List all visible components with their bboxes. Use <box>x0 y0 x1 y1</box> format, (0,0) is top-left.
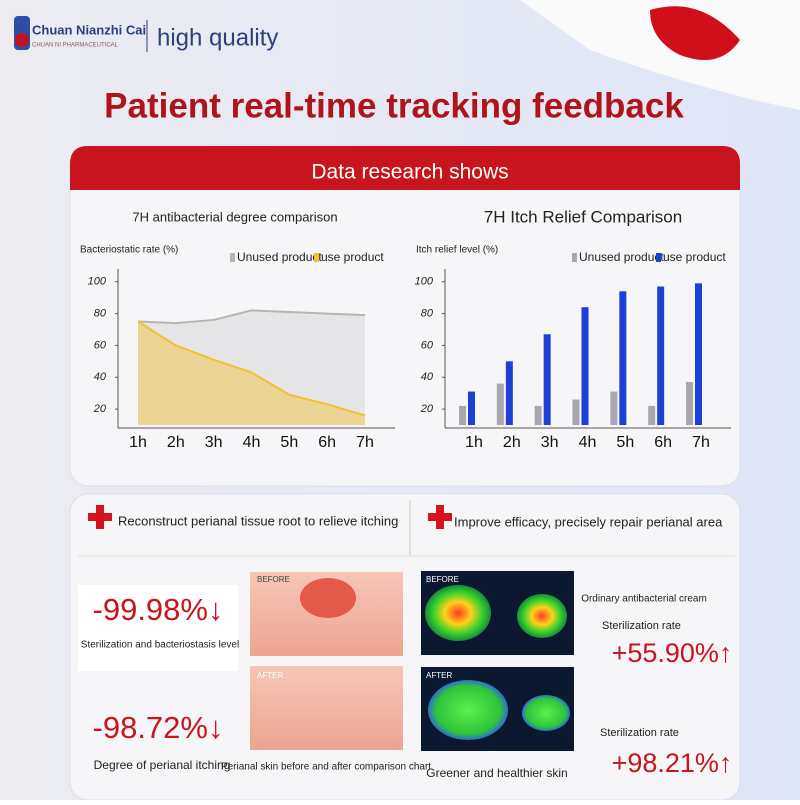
rate-label: Sterilization rate <box>602 620 681 632</box>
rate-value: +98.21%↑ <box>612 748 733 778</box>
section-heading: Reconstruct perianal tissue root to reli… <box>118 513 398 528</box>
bar <box>581 307 589 425</box>
bar <box>572 399 580 425</box>
stat-label: Degree of perianal itching <box>94 758 231 772</box>
legend-entry: use product <box>663 250 726 264</box>
x-tick-label: 6h <box>318 434 336 451</box>
scan-blob <box>425 585 491 641</box>
bar <box>610 391 618 425</box>
x-tick-label: 3h <box>205 434 223 451</box>
stat-value: -99.98%↓ <box>93 592 224 627</box>
note: Ordinary antibacterial cream <box>581 594 707 605</box>
bar <box>543 334 551 425</box>
lesion <box>300 578 356 618</box>
x-tick-label: 5h <box>280 434 298 451</box>
y-tick-label: 20 <box>93 403 107 415</box>
x-tick-label: 1h <box>129 434 147 451</box>
scan-blob <box>428 680 508 740</box>
caption: Perianal skin before and after compariso… <box>221 762 431 773</box>
bar <box>505 361 513 425</box>
rate-value: +55.90%↑ <box>612 638 733 668</box>
legend-entry: Unused product <box>579 250 664 264</box>
x-tick-label: 1h <box>465 434 483 451</box>
scan-blob <box>522 695 570 731</box>
line <box>137 309 366 325</box>
banner <box>70 146 740 190</box>
x-tick-label: 2h <box>503 434 521 451</box>
area <box>138 310 365 425</box>
stat-label: Sterilization and bacteriostasis level <box>81 640 239 651</box>
legend-swatch <box>314 253 319 262</box>
brand-subname: CHUAN NI PHARMACEUTICAL <box>32 43 119 49</box>
x-tick-label: 4h <box>579 434 597 451</box>
x-tick-label: 7h <box>356 434 374 451</box>
image-label: AFTER <box>257 671 283 680</box>
decor-ribbon <box>520 0 800 110</box>
decor-ribbon-red <box>650 6 740 60</box>
x-tick-label: 7h <box>692 434 710 451</box>
axis-label: Itch relief level (%) <box>416 245 498 256</box>
tagline: high quality <box>157 24 278 51</box>
bar <box>686 382 693 425</box>
legend-entry: Unused product <box>237 250 322 264</box>
y-tick-label: 20 <box>420 403 434 415</box>
stat-value: -98.72%↓ <box>93 710 224 745</box>
y-tick-label: 40 <box>94 371 107 383</box>
bar <box>657 286 665 425</box>
x-tick-label: 4h <box>243 434 261 451</box>
axis-label: Bacteriostatic rate (%) <box>80 245 178 256</box>
y-tick-label: 60 <box>421 339 434 351</box>
y-tick-label: 100 <box>415 276 434 288</box>
x-tick-label: 2h <box>167 434 185 451</box>
rate-label: Sterilization rate <box>600 727 679 739</box>
plus-icon <box>428 505 452 529</box>
chart-title: 7H antibacterial degree comparison <box>132 209 337 224</box>
x-tick-label: 3h <box>541 434 559 451</box>
image-label: BEFORE <box>426 575 459 584</box>
x-tick-label: 6h <box>654 434 672 451</box>
brand-name: Chuan Nianzhi Cai <box>32 22 146 37</box>
y-tick-label: 80 <box>94 307 107 319</box>
legend-swatch <box>656 253 661 262</box>
line <box>137 320 366 417</box>
y-tick-label: 40 <box>421 371 434 383</box>
legend-swatch <box>230 253 235 262</box>
stat-card <box>78 585 238 671</box>
logo-dot <box>15 33 29 47</box>
y-tick-label: 80 <box>421 307 434 319</box>
main-title: Patient real-time tracking feedback <box>104 86 684 125</box>
bar <box>534 405 542 425</box>
bar <box>695 283 702 425</box>
chart-title: 7H Itch Relief Comparison <box>484 207 682 226</box>
legend-swatch <box>572 253 577 262</box>
image-label: BEFORE <box>257 575 290 584</box>
bar <box>648 405 656 425</box>
y-tick-label: 60 <box>94 339 107 351</box>
bar <box>619 291 627 425</box>
plus-icon <box>88 505 112 529</box>
y-tick-label: 100 <box>88 276 107 288</box>
caption: Greener and healthier skin <box>426 766 567 780</box>
bar <box>459 405 466 425</box>
banner-text: Data research shows <box>311 161 508 184</box>
legend-entry: use product <box>321 250 384 264</box>
bar <box>468 391 475 425</box>
scan-blob <box>517 594 567 638</box>
bar <box>496 383 504 425</box>
x-tick-label: 5h <box>616 434 634 451</box>
section-heading: Improve efficacy, precisely repair peria… <box>454 514 723 529</box>
image-label: AFTER <box>426 671 452 680</box>
after-image <box>250 666 403 750</box>
